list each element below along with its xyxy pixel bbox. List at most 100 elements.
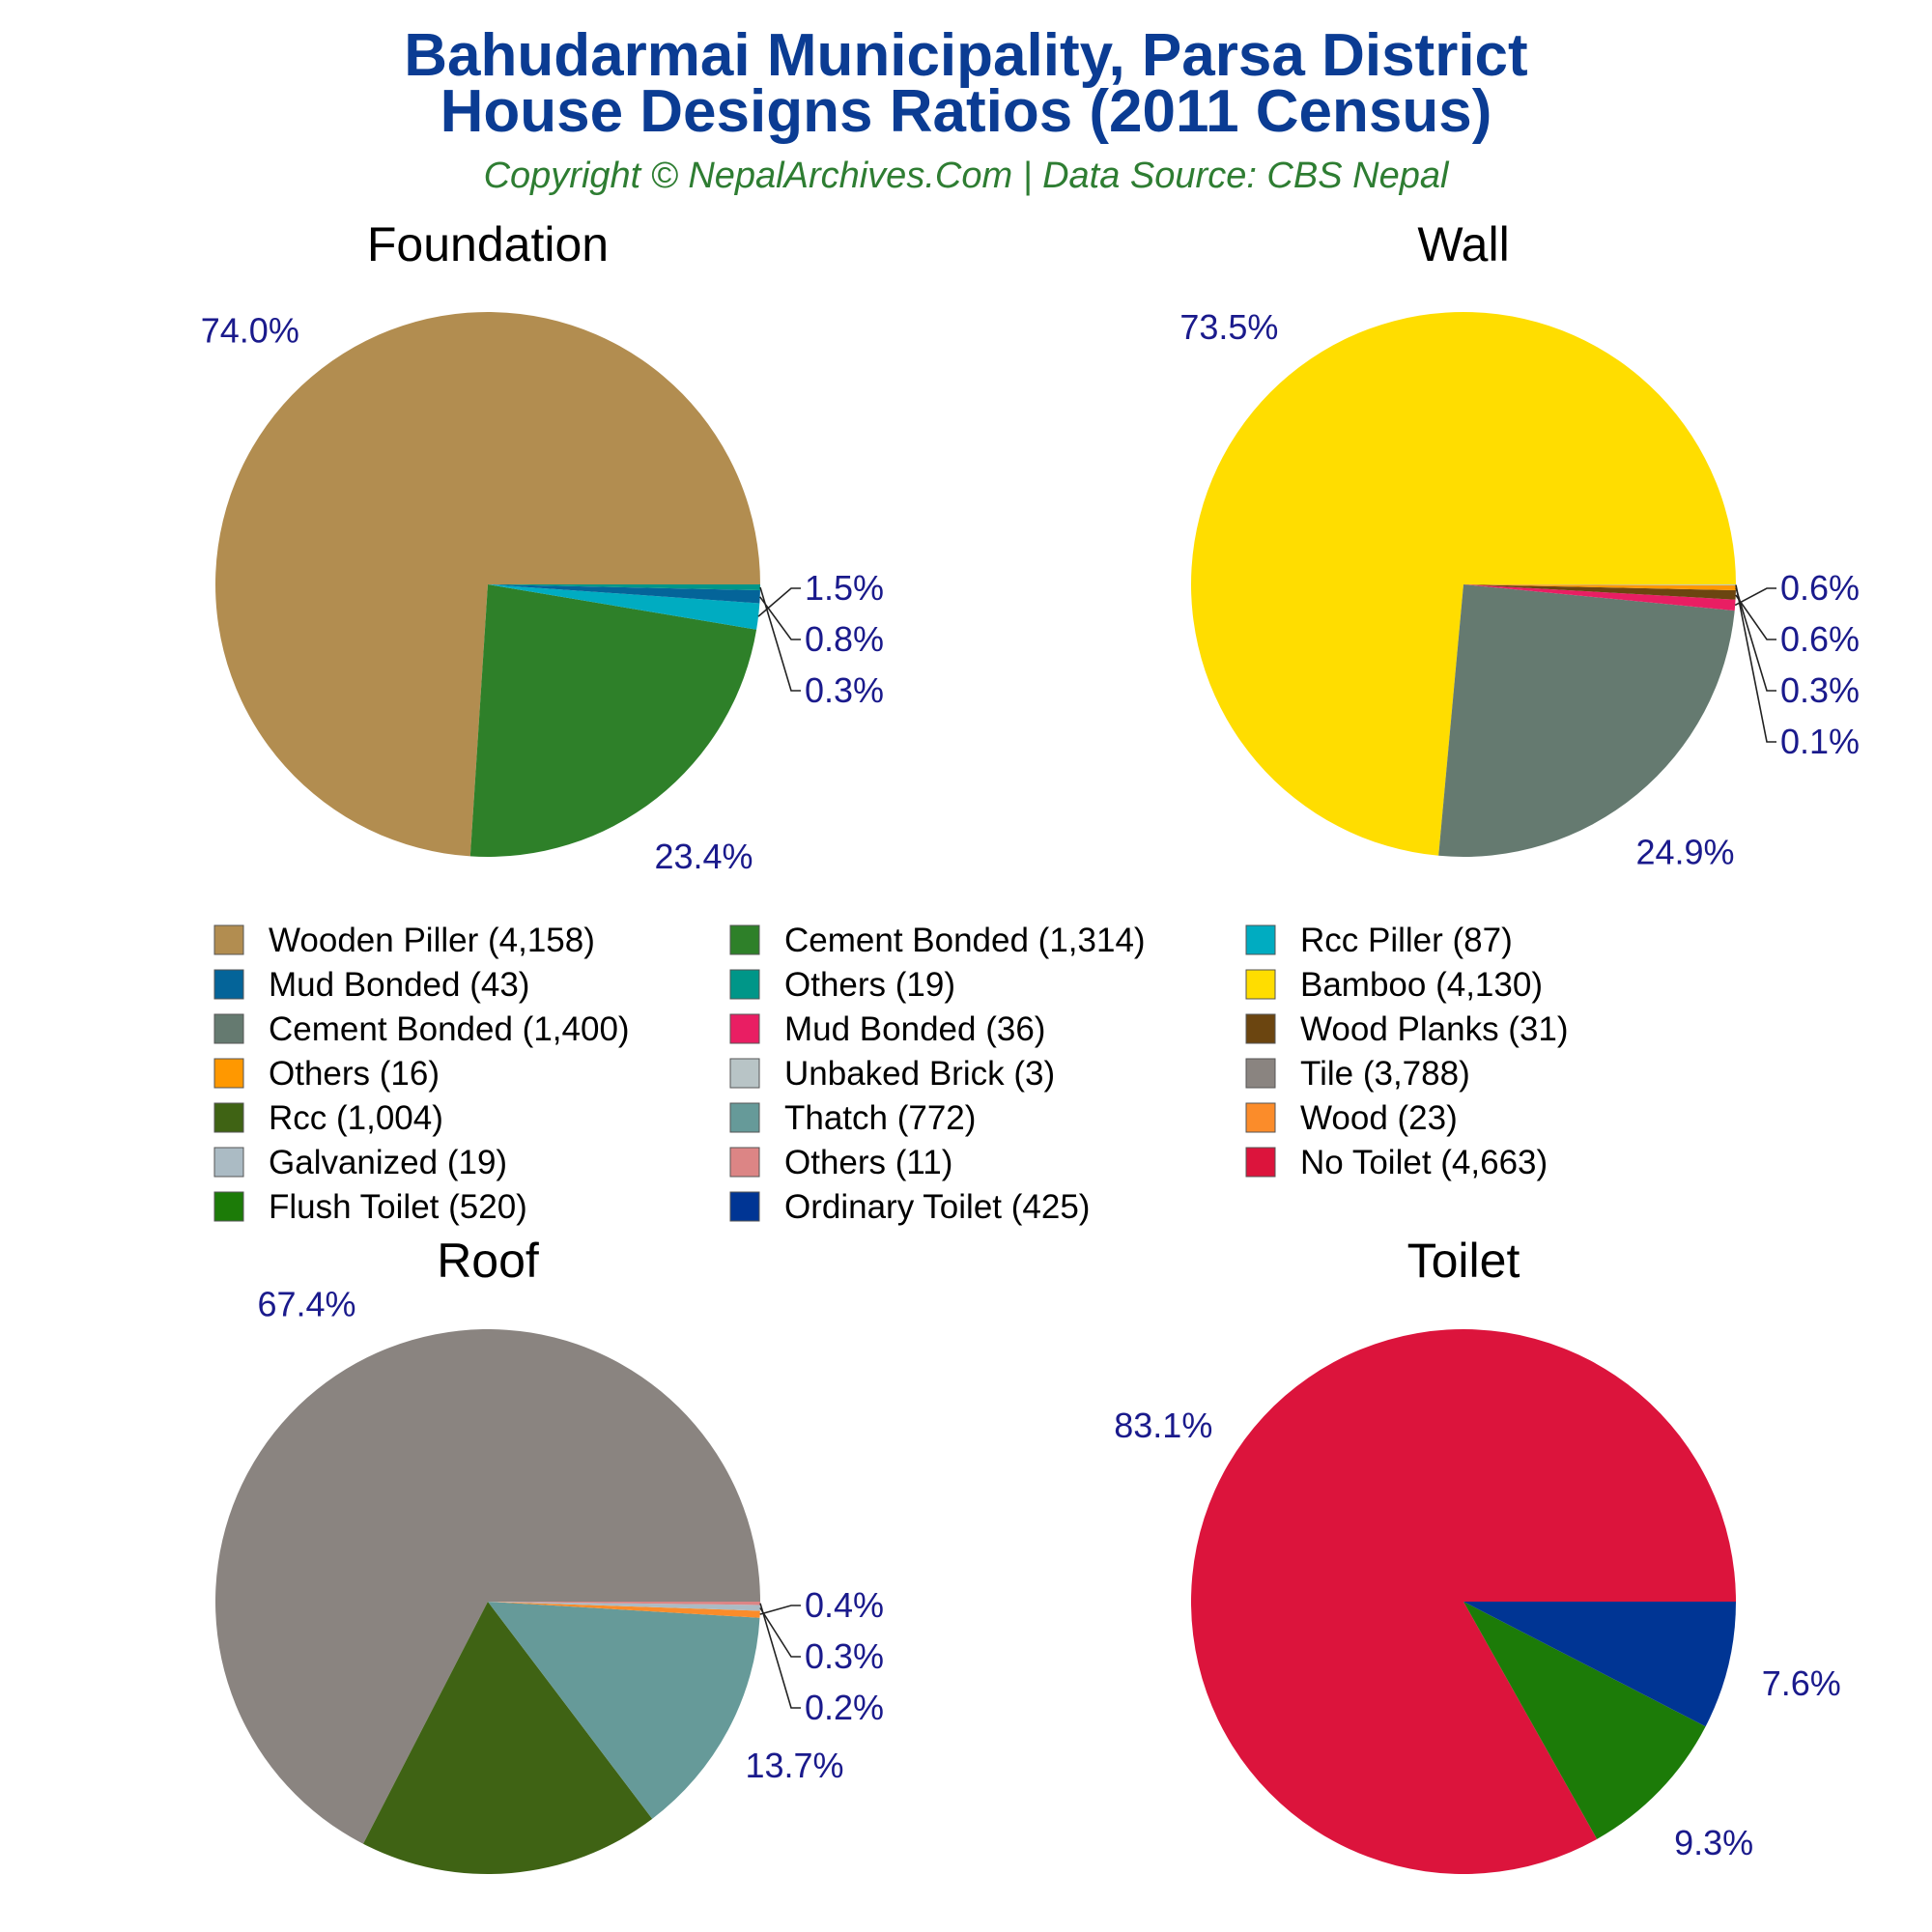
pie-label-foundation-cement-bonded: 23.4% <box>654 837 753 876</box>
pie-label-roof-wood: 0.4% <box>805 1585 884 1625</box>
pie-label-toilet-no-toilet: 83.1% <box>1114 1406 1212 1445</box>
legend-label: Others (11) <box>784 1144 952 1181</box>
pie-slice-roof-tile <box>214 1328 761 1844</box>
legend-label: Cement Bonded (1,400) <box>269 1010 630 1048</box>
leader-line-wall-mud-bonded <box>1734 587 1776 607</box>
legend-item: Rcc (1,004) <box>213 1099 443 1137</box>
legend-label: Mud Bonded (43) <box>269 966 529 1004</box>
legend-item: Wooden Piller (4,158) <box>213 922 595 959</box>
legend-item: Tile (3,788) <box>1245 1055 1470 1093</box>
chart-subtitle: Copyright © NepalArchives.Com | Data Sou… <box>484 156 1450 196</box>
legend-swatch <box>213 924 244 955</box>
pie-label-foundation-wooden-piller: 74.0% <box>201 310 299 350</box>
legend-swatch <box>213 969 244 1000</box>
legend-label: Rcc Piller (87) <box>1300 922 1513 959</box>
legend-item: Galvanized (19) <box>213 1144 507 1181</box>
pie-charts: Foundation 74.0% 23.4% 1.5% 0.8% 0.3% Wall 73.5… <box>201 217 1860 1932</box>
legend-swatch <box>1245 1102 1276 1133</box>
pie-slice-roof-others <box>488 1602 760 1605</box>
leader-line-roof-others <box>759 1603 801 1709</box>
pie-slice-roof-galvanized <box>488 1602 760 1611</box>
pie-label-wall-wood-planks: 0.6% <box>1780 619 1860 659</box>
pie-label-roof-tile: 67.4% <box>257 1285 355 1324</box>
pie-title-foundation: Foundation <box>367 217 609 271</box>
pie-slice-toilet-ordinary-toilet <box>1463 1602 1736 1727</box>
legend-label: Cement Bonded (1,314) <box>784 922 1146 959</box>
pie-label-toilet-flush-toilet: 9.3% <box>1674 1823 1753 1862</box>
legend-item: Wood Planks (31) <box>1245 1010 1569 1048</box>
legend-swatch <box>729 969 760 1000</box>
pie-slice-wall-bamboo <box>1190 311 1736 856</box>
legend-label: Ordinary Toilet (425) <box>784 1188 1090 1226</box>
legend-swatch <box>1245 1058 1276 1089</box>
legend-label: Mud Bonded (36) <box>784 1010 1045 1048</box>
pie-label-wall-cement-bonded: 24.9% <box>1635 832 1734 871</box>
legend-item: Others (19) <box>729 966 955 1004</box>
legend-item: Bamboo (4,130) <box>1245 966 1543 1004</box>
legend-label: No Toilet (4,663) <box>1300 1144 1548 1181</box>
legend-item: Cement Bonded (1,314) <box>729 922 1146 959</box>
legend-item: Thatch (772) <box>729 1099 976 1137</box>
pie-roof: Roof 67.4% 17.9% 13.7% 0.4% 0.3% 0.2% <box>214 1234 884 1932</box>
legend-swatch <box>729 1191 760 1222</box>
pie-foundation: Foundation 74.0% 23.4% 1.5% 0.8% 0.3% <box>201 217 884 876</box>
chart-title-line1: Bahudarmai Municipality, Parsa District <box>404 22 1527 89</box>
pie-slice-wall-others <box>1463 584 1736 590</box>
leader-line-foundation-others <box>759 586 801 692</box>
pie-title-wall: Wall <box>1417 217 1509 271</box>
legend-item: Flush Toilet (520) <box>213 1188 527 1226</box>
legend-item: Unbaked Brick (3) <box>729 1055 1055 1093</box>
leader-line-roof-wood <box>759 1605 801 1615</box>
legend-item: Ordinary Toilet (425) <box>729 1188 1090 1226</box>
pie-slice-foundation-others <box>488 584 760 590</box>
pie-label-foundation-others: 0.3% <box>805 670 884 710</box>
legend-item: Rcc Piller (87) <box>1245 922 1513 959</box>
pie-slice-wall-mud-bonded <box>1463 584 1736 611</box>
pie-label-roof-thatch: 13.7% <box>745 1746 843 1785</box>
legend-item: Mud Bonded (43) <box>213 966 529 1004</box>
pie-slice-foundation-wooden-piller <box>214 311 760 857</box>
leader-line-wall-others <box>1735 587 1776 692</box>
legend-item: Others (16) <box>213 1055 440 1093</box>
legend-label: Others (16) <box>269 1055 440 1093</box>
legend-label: Tile (3,788) <box>1300 1055 1470 1093</box>
pie-slice-roof-thatch <box>488 1602 760 1819</box>
legend-item: Wood (23) <box>1245 1099 1458 1137</box>
leader-line-wall-wood-planks <box>1735 594 1776 640</box>
pie-label-wall-others: 0.3% <box>1780 670 1860 710</box>
pie-slice-wall-cement-bonded <box>1438 584 1735 857</box>
pie-slice-foundation-cement-bonded <box>469 584 757 857</box>
pie-label-roof-rcc: 17.9% <box>469 1928 567 1932</box>
legend-label: Wood Planks (31) <box>1300 1010 1569 1048</box>
pie-slice-toilet-flush-toilet <box>1463 1602 1706 1839</box>
pie-wall: Wall 73.5% 24.9% 0.6% 0.6% 0.3% 0.1% <box>1179 217 1860 871</box>
leader-line-foundation-mud-bonded <box>759 596 801 640</box>
leader-line-wall-unbaked-brick <box>1735 584 1776 743</box>
legend-label: Rcc (1,004) <box>269 1099 443 1137</box>
pie-label-roof-others: 0.2% <box>805 1688 884 1727</box>
legend-swatch <box>729 924 760 955</box>
legend-label: Galvanized (19) <box>269 1144 507 1181</box>
legend-label: Thatch (772) <box>784 1099 976 1137</box>
pie-label-foundation-mud-bonded: 0.8% <box>805 619 884 659</box>
pie-slice-roof-rcc <box>363 1602 653 1874</box>
pie-toilet: Toilet 83.1% 9.3% 7.6% <box>1114 1234 1841 1875</box>
pie-label-toilet-ordinary-toilet: 7.6% <box>1762 1663 1841 1703</box>
leader-line-foundation-rcc-piller <box>757 587 801 617</box>
pie-title-toilet: Toilet <box>1407 1234 1520 1288</box>
legend-label: Unbaked Brick (3) <box>784 1055 1055 1093</box>
legend-swatch <box>213 1191 244 1222</box>
legend: Wooden Piller (4,158) Cement Bonded (1,31… <box>213 922 1569 1226</box>
pie-slice-roof-wood <box>488 1602 760 1618</box>
legend-swatch <box>729 1147 760 1178</box>
pie-slice-toilet-no-toilet <box>1190 1329 1736 1875</box>
legend-swatch <box>729 1013 760 1044</box>
legend-swatch <box>729 1058 760 1089</box>
legend-label: Others (19) <box>784 966 955 1004</box>
legend-swatch <box>1245 969 1276 1000</box>
pie-label-wall-bamboo: 73.5% <box>1179 307 1278 347</box>
legend-swatch <box>1245 924 1276 955</box>
legend-label: Bamboo (4,130) <box>1300 966 1543 1004</box>
pie-slice-wall-wood-planks <box>1463 584 1736 600</box>
